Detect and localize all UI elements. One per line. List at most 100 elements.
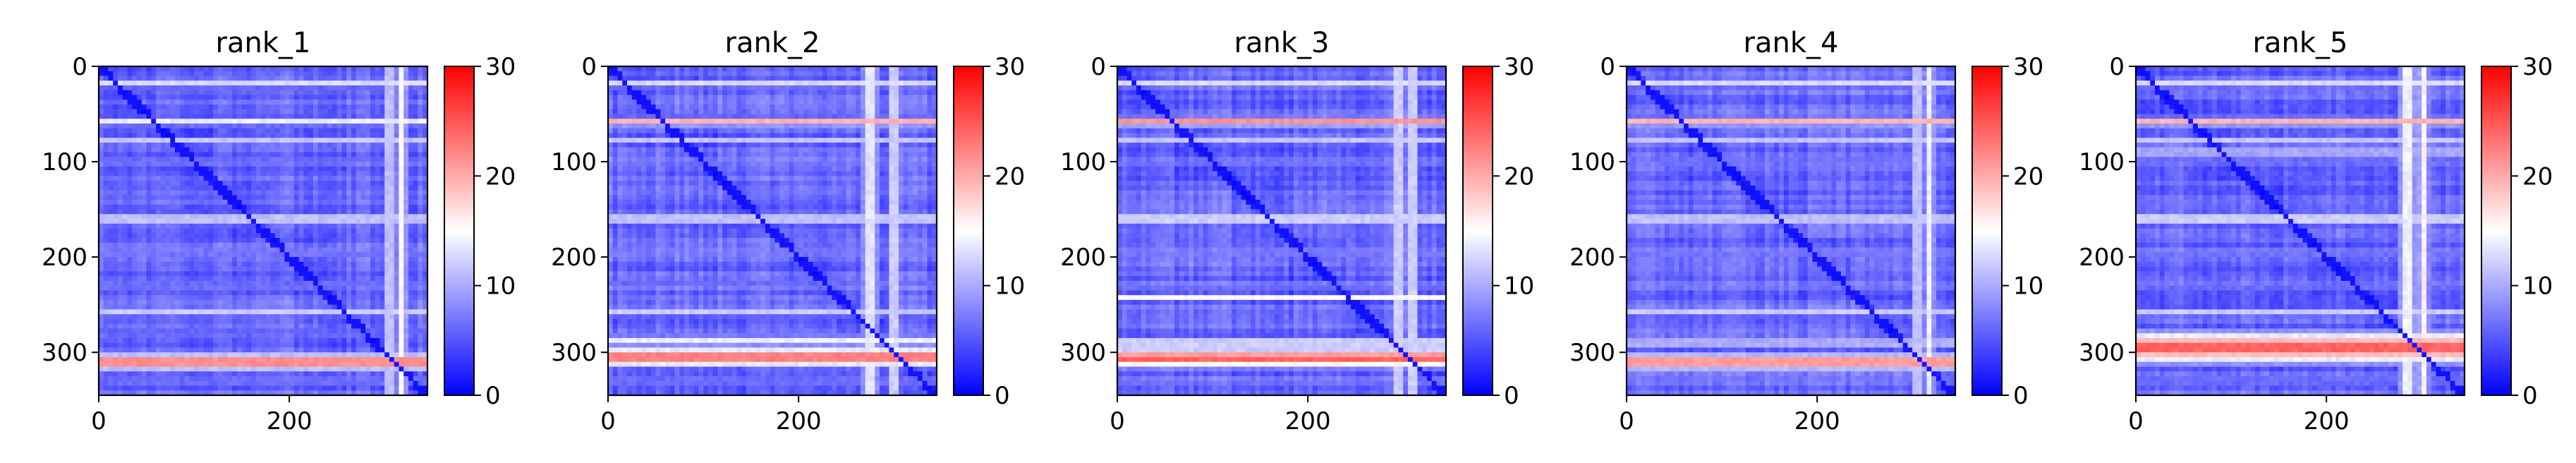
heatmap-cell	[270, 176, 276, 181]
heatmap-cell	[260, 195, 266, 200]
heatmap-cell	[137, 200, 142, 205]
heatmap-cell	[298, 352, 304, 358]
heatmap-cell	[327, 323, 333, 330]
heatmap-cell	[137, 171, 142, 176]
heatmap-cell	[351, 276, 357, 282]
heatmap-cell	[375, 228, 381, 234]
heatmap-cell	[289, 356, 295, 363]
heatmap-cell	[312, 176, 319, 181]
heatmap-cell	[298, 195, 304, 200]
heatmap-cell	[127, 285, 133, 291]
heatmap-cell	[232, 138, 238, 143]
heatmap-cell	[141, 71, 147, 77]
heatmap-cell	[279, 290, 285, 296]
heatmap-cell	[265, 195, 271, 200]
heatmap-cell	[99, 152, 104, 157]
heatmap-cell	[122, 162, 128, 167]
heatmap-cell	[399, 100, 404, 105]
heatmap-cell	[399, 347, 404, 353]
heatmap-cell	[865, 76, 871, 81]
heatmap-cell	[184, 209, 190, 215]
heatmap-cell	[146, 238, 152, 243]
heatmap-cell	[203, 242, 209, 248]
heatmap-cell	[389, 171, 395, 176]
heatmap-cell	[203, 95, 209, 100]
heatmap-cell	[408, 171, 414, 176]
heatmap-cell	[356, 143, 362, 148]
heatmap-cell	[356, 247, 362, 253]
heatmap-cell	[146, 342, 152, 349]
heatmap-cell	[293, 223, 300, 229]
heatmap-cell	[246, 361, 252, 368]
heatmap-cell	[312, 356, 319, 363]
heatmap-cell	[423, 252, 428, 258]
heatmap-cell	[222, 242, 228, 248]
heatmap-cell	[341, 80, 347, 86]
heatmap-cell	[903, 66, 909, 72]
heatmap-cell	[284, 385, 290, 391]
heatmap-cell	[160, 295, 166, 301]
heatmap-cell	[289, 375, 295, 382]
heatmap-cell	[303, 228, 309, 234]
heatmap-cell	[99, 285, 104, 291]
heatmap-cell	[241, 157, 247, 162]
heatmap-cell	[379, 128, 385, 134]
heatmap-cell	[251, 356, 257, 363]
heatmap-cell	[217, 157, 224, 162]
heatmap-cell	[274, 104, 281, 110]
heatmap-cell	[184, 328, 190, 334]
heatmap-cell	[227, 342, 233, 349]
heatmap-cell	[298, 71, 304, 77]
heatmap-cell	[137, 247, 142, 253]
heatmap-cell	[232, 133, 238, 138]
heatmap-cell	[298, 66, 304, 72]
heatmap-cell	[194, 114, 200, 119]
heatmap-cell	[170, 366, 176, 372]
heatmap-cell	[236, 242, 243, 248]
heatmap-cell	[222, 228, 228, 234]
heatmap-cell	[327, 162, 333, 167]
heatmap-cell	[270, 309, 276, 315]
heatmap-cell	[375, 195, 381, 200]
heatmap-cell	[384, 190, 390, 196]
heatmap-cell	[317, 128, 324, 134]
heatmap-cell	[270, 223, 276, 229]
heatmap-cell	[399, 337, 404, 344]
heatmap-cell	[351, 162, 357, 167]
heatmap-cell	[298, 128, 304, 134]
heatmap-cell	[222, 366, 228, 372]
heatmap-cell	[389, 128, 395, 134]
heatmap-cell	[175, 219, 181, 224]
heatmap-cell	[346, 375, 352, 382]
heatmap-cell	[122, 209, 128, 215]
heatmap-cell	[336, 138, 343, 143]
heatmap-cell	[423, 214, 428, 220]
heatmap-cell	[151, 261, 157, 267]
heatmap-cell	[356, 356, 362, 363]
heatmap-cell	[241, 252, 247, 258]
heatmap-cell	[289, 366, 295, 372]
heatmap-cell	[341, 304, 347, 311]
heatmap-cell	[298, 171, 304, 176]
heatmap-cell	[255, 119, 262, 124]
heatmap-cell	[132, 176, 138, 181]
heatmap-cell	[175, 333, 181, 339]
heatmap-cell	[332, 171, 338, 176]
heatmap-cell	[379, 266, 385, 272]
heatmap-cell	[227, 71, 233, 77]
heatmap-cell	[170, 375, 176, 382]
heatmap-cell	[208, 257, 214, 263]
heatmap-cell	[260, 271, 266, 277]
heatmap-cell	[418, 356, 423, 363]
heatmap-cell	[99, 214, 104, 220]
heatmap-cell	[322, 299, 328, 306]
heatmap-cell	[298, 280, 304, 287]
heatmap-cell	[370, 209, 376, 215]
heatmap-cell	[203, 347, 209, 353]
heatmap-cell	[375, 152, 381, 157]
heatmap-cell	[408, 204, 414, 210]
heatmap-cell	[674, 76, 680, 81]
heatmap-cell	[351, 271, 357, 277]
heatmap-cell	[151, 176, 157, 181]
heatmap-cell	[179, 138, 186, 143]
